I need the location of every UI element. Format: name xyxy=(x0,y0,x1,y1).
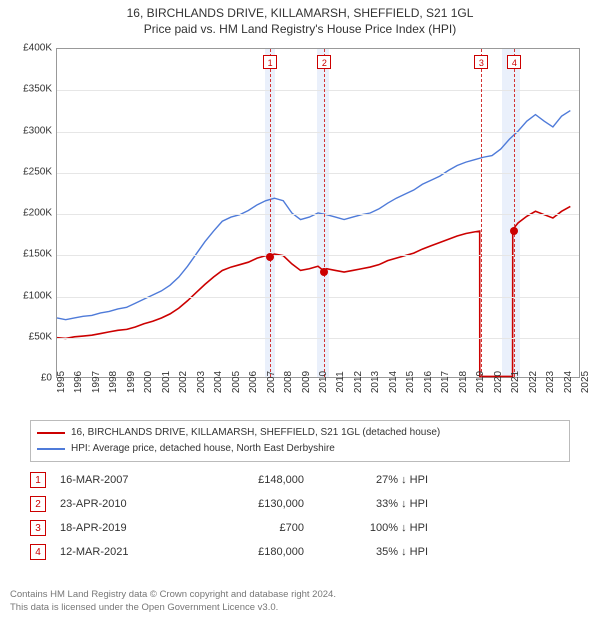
chart-title-line2: Price paid vs. HM Land Registry's House … xyxy=(10,22,590,36)
x-axis-label: 2010 xyxy=(318,371,329,393)
chart-title-line1: 16, BIRCHLANDS DRIVE, KILLAMARSH, SHEFFI… xyxy=(10,6,590,20)
event-delta: 100% ↓ HPI xyxy=(318,522,428,534)
x-axis-label: 2014 xyxy=(388,371,399,393)
x-axis-label: 2004 xyxy=(213,371,224,393)
legend-swatch xyxy=(37,448,65,450)
event-delta: 35% ↓ HPI xyxy=(318,546,428,558)
series-svg xyxy=(57,49,579,377)
event-badge: 4 xyxy=(30,544,46,560)
footer-line1: Contains HM Land Registry data © Crown c… xyxy=(10,589,590,601)
plot-area: 1 2 3 4 xyxy=(56,48,580,378)
event-vline xyxy=(324,49,325,377)
chart-container: 1 2 3 4 £0 £50K £100K £150K £200K £250K £300K £350… xyxy=(8,44,592,410)
event-badge: 2 xyxy=(30,496,46,512)
event-vline xyxy=(270,49,271,377)
legend-label: 16, BIRCHLANDS DRIVE, KILLAMARSH, SHEFFI… xyxy=(71,425,440,441)
y-axis-label: £150K xyxy=(8,249,52,260)
event-row: 2 23-APR-2010 £130,000 33% ↓ HPI xyxy=(30,492,570,516)
x-axis-label: 2016 xyxy=(423,371,434,393)
y-axis-label: £100K xyxy=(8,290,52,301)
x-axis-label: 2012 xyxy=(353,371,364,393)
event-price: £148,000 xyxy=(204,474,304,486)
footer-line2: This data is licensed under the Open Gov… xyxy=(10,602,590,614)
event-row: 4 12-MAR-2021 £180,000 35% ↓ HPI xyxy=(30,540,570,564)
event-delta: 27% ↓ HPI xyxy=(318,474,428,486)
x-axis-label: 2017 xyxy=(440,371,451,393)
event-row: 1 16-MAR-2007 £148,000 27% ↓ HPI xyxy=(30,468,570,492)
x-axis-label: 2021 xyxy=(510,371,521,393)
event-date: 23-APR-2010 xyxy=(60,498,190,510)
event-date: 16-MAR-2007 xyxy=(60,474,190,486)
y-axis-label: £300K xyxy=(8,125,52,136)
x-axis-label: 2007 xyxy=(266,371,277,393)
legend-row: 16, BIRCHLANDS DRIVE, KILLAMARSH, SHEFFI… xyxy=(37,425,563,441)
x-axis-label: 2001 xyxy=(161,371,172,393)
x-axis-label: 1999 xyxy=(126,371,137,393)
x-axis-label: 2005 xyxy=(231,371,242,393)
event-price: £180,000 xyxy=(204,546,304,558)
event-vline xyxy=(481,49,482,377)
x-axis-label: 2024 xyxy=(563,371,574,393)
event-price: £130,000 xyxy=(204,498,304,510)
event-badge: 1 xyxy=(30,472,46,488)
x-axis-label: 2009 xyxy=(301,371,312,393)
x-axis-label: 1997 xyxy=(91,371,102,393)
x-axis-label: 2011 xyxy=(335,371,346,393)
y-axis-label: £250K xyxy=(8,166,52,177)
x-axis-label: 2013 xyxy=(370,371,381,393)
event-badge: 2 xyxy=(317,55,331,69)
x-axis-label: 2018 xyxy=(458,371,469,393)
y-axis-label: £350K xyxy=(8,84,52,95)
data-marker xyxy=(320,268,328,276)
event-price: £700 xyxy=(204,522,304,534)
x-axis-label: 2019 xyxy=(475,371,486,393)
footer: Contains HM Land Registry data © Crown c… xyxy=(10,589,590,614)
x-axis-label: 1996 xyxy=(73,371,84,393)
event-date: 12-MAR-2021 xyxy=(60,546,190,558)
x-axis-label: 2003 xyxy=(196,371,207,393)
y-axis-label: £400K xyxy=(8,43,52,54)
event-badge: 3 xyxy=(30,520,46,536)
x-axis-label: 2002 xyxy=(178,371,189,393)
y-axis-label: £200K xyxy=(8,208,52,219)
event-delta: 33% ↓ HPI xyxy=(318,498,428,510)
x-axis-label: 2015 xyxy=(405,371,416,393)
x-axis-label: 2000 xyxy=(143,371,154,393)
series-line xyxy=(57,111,570,320)
event-badge: 1 xyxy=(263,55,277,69)
legend-row: HPI: Average price, detached house, Nort… xyxy=(37,441,563,457)
x-axis-label: 2025 xyxy=(580,371,591,393)
data-marker xyxy=(510,227,518,235)
series-line xyxy=(57,206,570,376)
event-date: 18-APR-2019 xyxy=(60,522,190,534)
event-row: 3 18-APR-2019 £700 100% ↓ HPI xyxy=(30,516,570,540)
events-table: 1 16-MAR-2007 £148,000 27% ↓ HPI 2 23-APR-201… xyxy=(30,468,570,564)
data-marker xyxy=(266,253,274,261)
legend-swatch xyxy=(37,432,65,434)
x-axis-label: 2020 xyxy=(493,371,504,393)
event-vline xyxy=(514,49,515,377)
y-axis-label: £0 xyxy=(8,373,52,384)
x-axis-label: 2023 xyxy=(545,371,556,393)
x-axis-label: 1998 xyxy=(108,371,119,393)
legend-label: HPI: Average price, detached house, Nort… xyxy=(71,441,335,457)
x-axis-label: 1995 xyxy=(56,371,67,393)
x-axis-label: 2022 xyxy=(528,371,539,393)
event-badge: 3 xyxy=(474,55,488,69)
event-badge: 4 xyxy=(507,55,521,69)
legend: 16, BIRCHLANDS DRIVE, KILLAMARSH, SHEFFI… xyxy=(30,420,570,462)
y-axis-label: £50K xyxy=(8,331,52,342)
x-axis-label: 2008 xyxy=(283,371,294,393)
chart-title-block: 16, BIRCHLANDS DRIVE, KILLAMARSH, SHEFFI… xyxy=(0,0,600,38)
x-axis-label: 2006 xyxy=(248,371,259,393)
